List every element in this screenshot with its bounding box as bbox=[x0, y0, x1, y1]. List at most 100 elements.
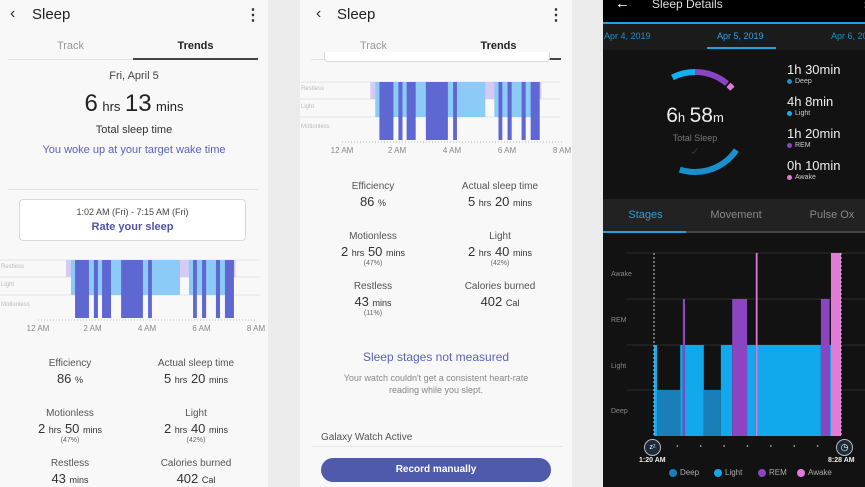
stat-unit: mins bbox=[513, 198, 533, 208]
page-title: Sleep bbox=[337, 6, 376, 23]
donut-arc-deep bbox=[642, 69, 748, 175]
stat-unit: Cal bbox=[505, 298, 520, 308]
donut-arc-rem bbox=[642, 69, 748, 175]
sleep-tooltip-edge[interactable] bbox=[324, 52, 550, 62]
stat-unit: mins bbox=[386, 248, 406, 258]
date-tab-indicator bbox=[707, 47, 776, 49]
stat-value: 2 hrs 50 mins bbox=[5, 421, 135, 436]
hours-unit: hrs bbox=[102, 99, 121, 114]
x-tick-label: 4 AM bbox=[137, 324, 157, 333]
sleep-tooltip[interactable]: 1:02 AM (Fri) - 7:15 AM (Fri) Rate your … bbox=[19, 199, 246, 241]
stage-rem bbox=[820, 299, 830, 436]
breakdown-light: 4h 8min Light bbox=[787, 94, 833, 117]
legend-awake: Awake bbox=[797, 468, 832, 477]
stat-number: 43 bbox=[51, 471, 66, 486]
more-options-icon[interactable]: ⋮ bbox=[245, 7, 261, 24]
segment-motionless bbox=[521, 82, 526, 140]
stat-number: 50 bbox=[64, 421, 80, 436]
stat-motionless: Motionless 2 hrs 50 mins (47%) bbox=[308, 231, 438, 267]
breakdown-label: REM bbox=[795, 142, 811, 149]
tab-trends[interactable]: Trends bbox=[480, 40, 517, 52]
segment-motionless bbox=[507, 82, 512, 140]
mins-number: 13 bbox=[124, 90, 152, 117]
legend-label: Deep bbox=[680, 468, 700, 477]
tab-movement[interactable]: Movement bbox=[710, 209, 762, 221]
stat-unit: mins bbox=[69, 475, 89, 485]
date-tab-current[interactable]: Apr 5, 2019 bbox=[717, 31, 764, 41]
back-arrow-icon[interactable]: ← bbox=[615, 0, 630, 12]
tab-track[interactable]: Track bbox=[56, 40, 85, 52]
back-icon[interactable]: ‹ bbox=[316, 5, 322, 22]
samsung-sleep-screen-left: ‹ Sleep ⋮ Track Trends Fri, April 5 6 hr… bbox=[0, 0, 268, 487]
legend-swatch bbox=[669, 468, 677, 477]
segment-motionless bbox=[224, 260, 234, 318]
breakdown-value: 1h 20min bbox=[787, 126, 841, 141]
stages-title: Sleep stages not measured bbox=[362, 350, 510, 364]
tab-pulse-ox[interactable]: Pulse Ox bbox=[809, 209, 855, 221]
more-options-icon[interactable]: ⋮ bbox=[548, 7, 564, 24]
record-manually-button[interactable]: Record manually bbox=[321, 458, 551, 482]
wake-message[interactable]: You woke up at your target wake time bbox=[42, 144, 226, 156]
legend-swatch bbox=[714, 468, 722, 477]
stat-unit: mins bbox=[513, 248, 533, 258]
legend-rem: REM bbox=[758, 468, 787, 477]
stat-number: 20 bbox=[190, 371, 206, 386]
hours-number: 6 bbox=[84, 90, 98, 117]
tab-stages[interactable]: Stages bbox=[628, 209, 663, 221]
x-tick-label: 4 AM bbox=[442, 146, 462, 155]
stat-unit: hrs bbox=[174, 375, 188, 385]
stat-calories-burned: Calories burned 402 Cal bbox=[435, 281, 565, 309]
total-sleep-value: 6 hrs 13 mins bbox=[0, 90, 268, 118]
stat-actual-sleep-time: Actual sleep time 5 hrs 20 mins bbox=[131, 358, 261, 386]
stat-value: 86 % bbox=[308, 194, 438, 209]
legend-dot bbox=[787, 175, 792, 180]
stat-value: 43 mins bbox=[308, 294, 438, 309]
stat-number: 2 bbox=[163, 421, 172, 436]
y-label-awake: Awake bbox=[611, 271, 632, 278]
stat-number: 40 bbox=[494, 244, 510, 259]
x-tick-label: 8 AM bbox=[552, 146, 572, 155]
date-tab-next[interactable]: Apr 6, 2019 bbox=[831, 31, 865, 41]
stat-number: 402 bbox=[176, 471, 199, 486]
legend-label: REM bbox=[769, 468, 787, 477]
tab-track[interactable]: Track bbox=[359, 40, 388, 52]
stat-unit: mins bbox=[209, 375, 229, 385]
rate-sleep-link[interactable]: Rate your sleep bbox=[91, 221, 174, 233]
stat-number: 2 bbox=[37, 421, 46, 436]
date-tab-prev[interactable]: Apr 4, 2019 bbox=[604, 31, 651, 41]
stat-value: 5 hrs 20 mins bbox=[131, 371, 261, 386]
stat-number: 402 bbox=[480, 294, 503, 309]
breakdown-label: Light bbox=[795, 110, 811, 117]
sleep-chart-svg bbox=[300, 81, 562, 143]
tab-trends[interactable]: Trends bbox=[177, 40, 214, 52]
stage-deep bbox=[657, 390, 681, 436]
stat-unit: hrs bbox=[478, 248, 492, 258]
stage-awake bbox=[755, 253, 758, 436]
sleep-stages-chart bbox=[627, 252, 865, 447]
segment-motionless bbox=[148, 260, 152, 318]
x-tick-label: 12 AM bbox=[26, 324, 50, 333]
stat-percent: (47%) bbox=[363, 260, 383, 267]
x-tick-label: 12 AM bbox=[330, 146, 354, 155]
end-time-label: 8:28 AM bbox=[828, 457, 855, 464]
stat-unit: mins bbox=[83, 425, 103, 435]
time-dot bbox=[769, 445, 772, 447]
total-sleep-label: Total Sleep bbox=[672, 133, 718, 143]
more-options-icon[interactable]: ⋮ bbox=[859, 0, 865, 11]
tab-divider bbox=[603, 231, 865, 233]
stat-restless: Restless 43 mins (11%) bbox=[308, 281, 438, 317]
legend-swatch bbox=[758, 468, 766, 477]
sleep-start-icon: zᶻ bbox=[644, 439, 661, 456]
stat-light: Light 2 hrs 40 mins (42%) bbox=[435, 231, 565, 267]
time-dot bbox=[793, 445, 796, 447]
stat-value: 86 % bbox=[5, 371, 135, 386]
y-label-restless: Restless bbox=[1, 264, 25, 270]
sleep-chart: Restless Light Motionless 12 AM 2 AM 4 AM 6 AM… bbox=[0, 256, 268, 338]
segment-motionless bbox=[498, 82, 503, 140]
y-label-rem: REM bbox=[611, 317, 627, 324]
stat-number: 5 bbox=[467, 194, 476, 209]
stat-number: 40 bbox=[190, 421, 206, 436]
back-icon[interactable]: ‹ bbox=[10, 5, 16, 22]
stat-percent: (11%) bbox=[363, 310, 383, 317]
divider bbox=[8, 189, 258, 190]
